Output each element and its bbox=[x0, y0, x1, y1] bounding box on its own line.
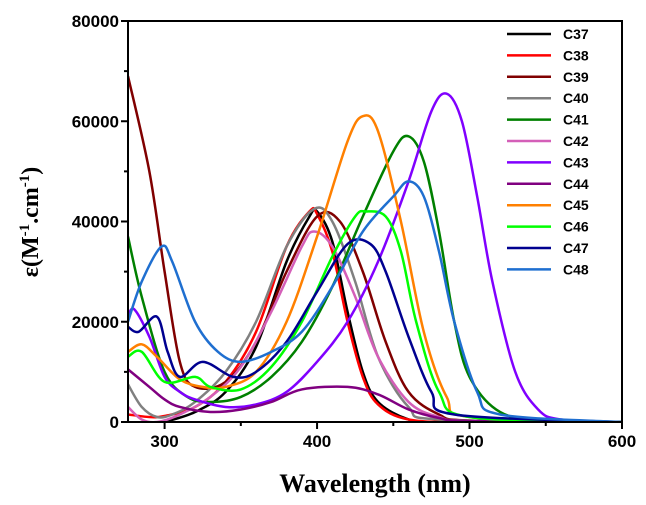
y-tick-label: 0 bbox=[110, 413, 119, 432]
y-tick-label: 60000 bbox=[72, 112, 119, 131]
legend-label: C43 bbox=[563, 154, 589, 170]
legend-label: C45 bbox=[563, 197, 589, 213]
series-line-c48 bbox=[128, 180, 622, 422]
series-line-c46 bbox=[128, 209, 622, 422]
legend-label: C41 bbox=[563, 112, 589, 128]
legend-label: C42 bbox=[563, 133, 589, 149]
legend-label: C39 bbox=[563, 69, 589, 85]
series-line-c38 bbox=[128, 206, 622, 422]
x-tick-label: 500 bbox=[455, 432, 483, 451]
x-tick-label: 300 bbox=[150, 432, 178, 451]
y-axis-label: ε(M-1.cm-1) bbox=[17, 167, 44, 278]
legend-label: C47 bbox=[563, 240, 589, 256]
x-tick-label: 600 bbox=[608, 432, 636, 451]
legend: C37 C38 C39 C40 C41 C42 C43 C44 C45 C46 C47 C48 bbox=[507, 26, 589, 277]
series-line-c44 bbox=[128, 368, 622, 422]
legend-label: C37 bbox=[563, 26, 589, 42]
y-tick-label: 80000 bbox=[72, 12, 119, 31]
y-tick-label: 40000 bbox=[72, 213, 119, 232]
legend-label: C44 bbox=[563, 176, 589, 192]
series-line-c43 bbox=[128, 92, 622, 422]
legend-label: C46 bbox=[563, 219, 589, 235]
legend-label: C48 bbox=[563, 261, 589, 277]
series-line-c47 bbox=[128, 238, 622, 422]
y-tick-label: 20000 bbox=[72, 313, 119, 332]
x-tick-label: 400 bbox=[303, 432, 331, 451]
series-line-c45 bbox=[128, 114, 622, 422]
legend-label: C38 bbox=[563, 47, 589, 63]
x-axis-label: Wavelength (nm) bbox=[279, 469, 470, 498]
legend-label: C40 bbox=[563, 90, 589, 106]
series-line-c39 bbox=[128, 75, 622, 422]
